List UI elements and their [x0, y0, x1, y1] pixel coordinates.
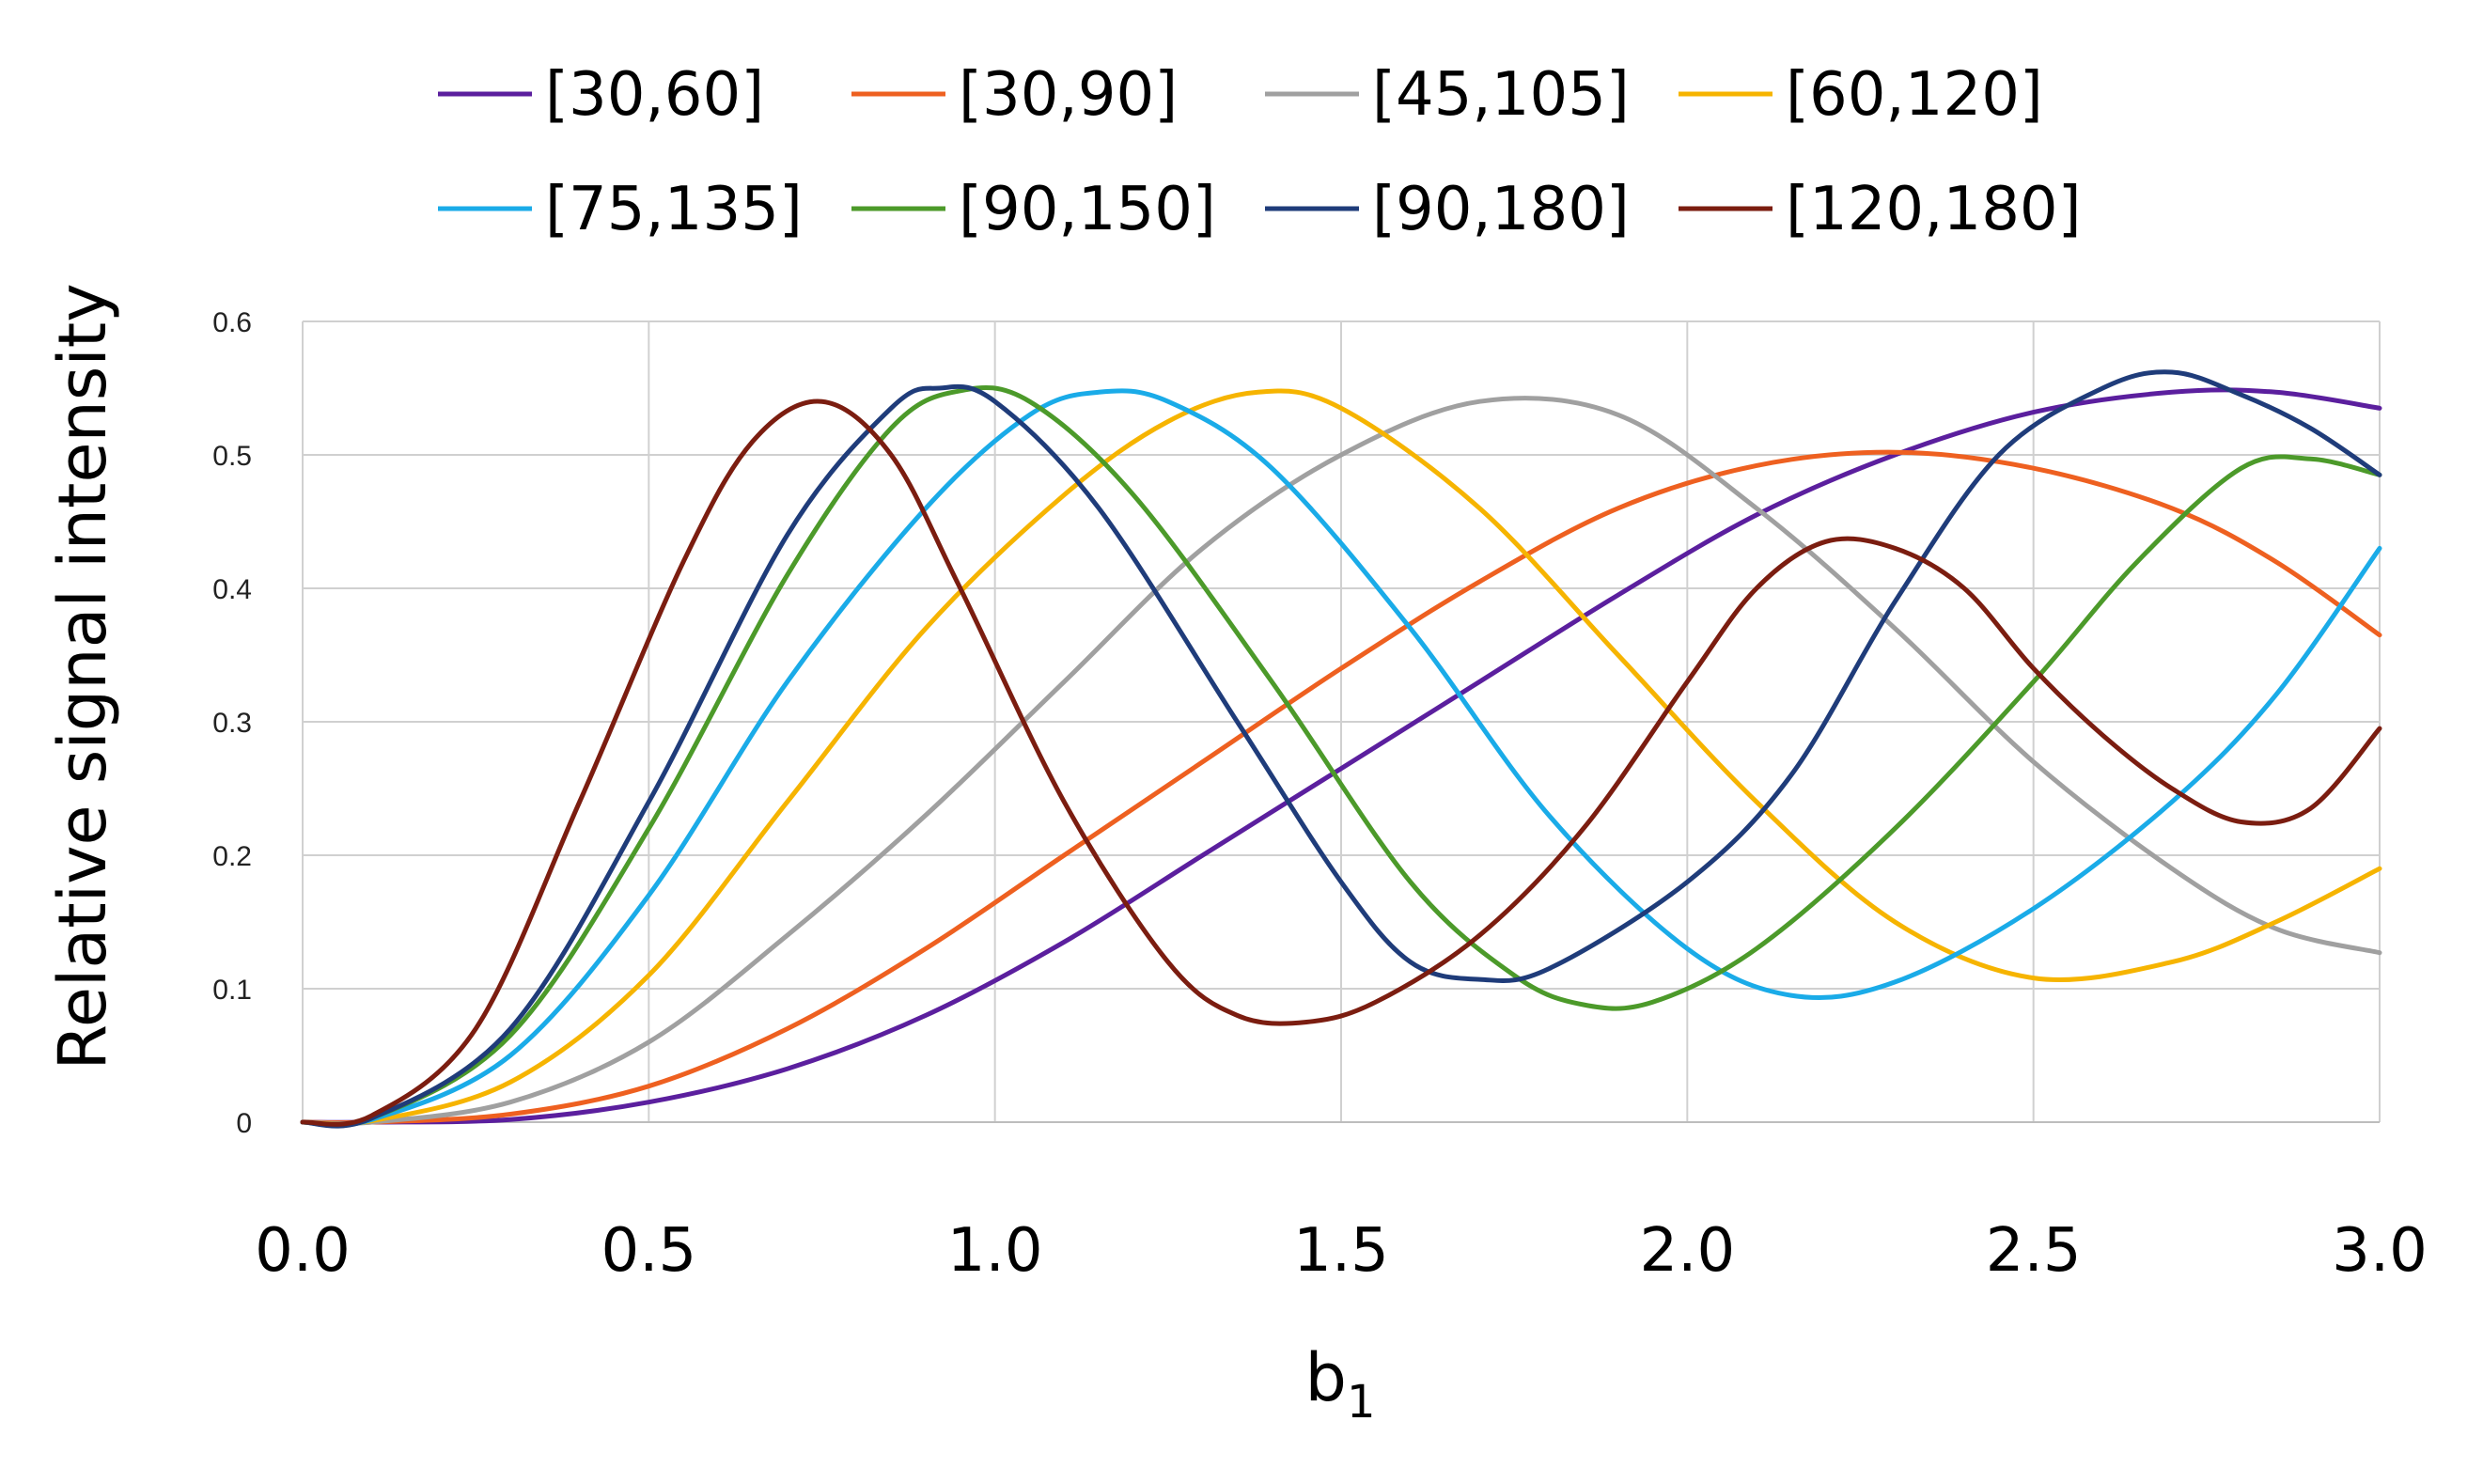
legend-item: [75,135]: [438, 175, 803, 244]
x-tick-label: 1.5: [1293, 1216, 1389, 1286]
y-axis-ticks: 0 0.1 0.2 0.3 0.4 0.5 0.6: [212, 307, 252, 1139]
legend-item: [90,150]: [851, 175, 1216, 244]
y-tick-label: 0.5: [212, 441, 252, 472]
legend-label: [120,180]: [1786, 175, 2082, 244]
series-line-1: [300, 449, 2382, 1126]
x-tick-label: 2.0: [1639, 1216, 1735, 1286]
series-line-7: [300, 398, 2382, 1127]
y-tick-label: 0.4: [212, 574, 252, 605]
legend-item: [30,90]: [851, 60, 1178, 130]
x-axis-title-text: b: [1305, 1339, 1347, 1416]
legend-label: [30,90]: [959, 60, 1178, 130]
x-tick-label: 3.0: [2332, 1216, 2428, 1286]
legend-label: [60,120]: [1786, 60, 2043, 130]
y-tick-label: 0.6: [212, 307, 252, 338]
legend-item: [60,120]: [1679, 60, 2043, 130]
x-axis-title: b1: [1305, 1339, 1376, 1429]
series-line-4: [300, 388, 2382, 1128]
series-line-5: [300, 385, 2382, 1129]
legend-item: [30,60]: [438, 60, 764, 130]
x-axis-ticks: 0.0 0.5 1.0 1.5 2.0 2.5 3.0: [255, 1216, 2428, 1286]
series-lines: [300, 369, 2382, 1129]
x-tick-label: 2.5: [1986, 1216, 2082, 1286]
legend-item: [120,180]: [1679, 175, 2082, 244]
y-axis-title: Relative signal intensity: [44, 283, 121, 1070]
y-tick-label: 0.2: [212, 841, 252, 872]
series-line-0: [300, 387, 2382, 1125]
x-tick-label: 1.0: [947, 1216, 1043, 1286]
legend-item: [90,180]: [1265, 175, 1630, 244]
x-tick-label: 0.5: [601, 1216, 696, 1286]
y-tick-label: 0.1: [212, 975, 252, 1006]
legend-label: [90,150]: [959, 175, 1216, 244]
x-tick-label: 0.0: [255, 1216, 351, 1286]
legend-item: [45,105]: [1265, 60, 1630, 130]
y-tick-label: 0.3: [212, 708, 252, 739]
legend-label: [45,105]: [1372, 60, 1630, 130]
legend-label: [75,135]: [545, 175, 803, 244]
y-tick-label: 0: [236, 1108, 252, 1139]
legend-label: [30,60]: [545, 60, 764, 130]
series-line-2: [300, 396, 2382, 1127]
series-line-6: [300, 369, 2382, 1129]
series-line-3: [300, 388, 2382, 1127]
legend: [30,60] [30,90] [45,105] [60,120] [75,135] [9…: [438, 60, 2082, 244]
legend-label: [90,180]: [1372, 175, 1630, 244]
x-axis-title-subscript: 1: [1347, 1376, 1376, 1429]
